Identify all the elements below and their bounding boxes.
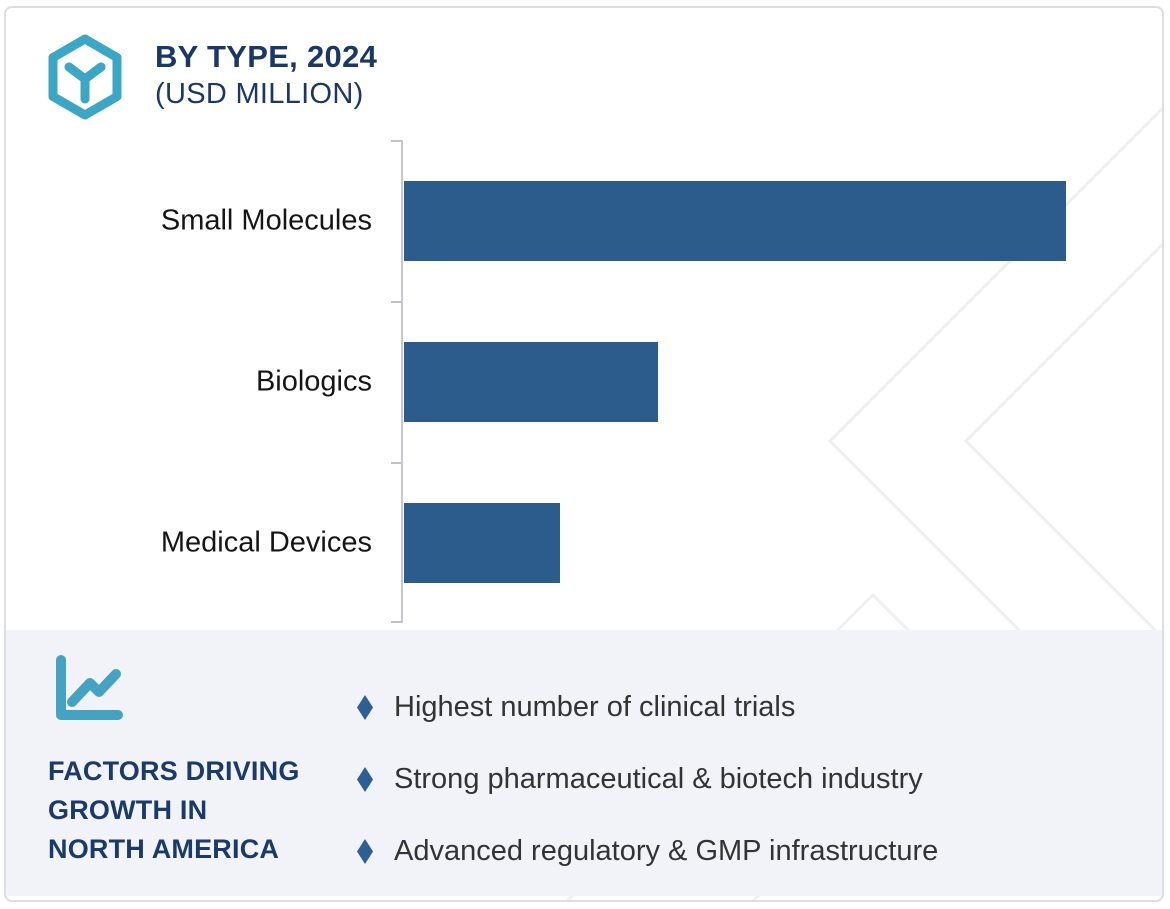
diamond-bullet-icon xyxy=(357,694,373,720)
line-chart-icon xyxy=(56,655,123,720)
axis-tick xyxy=(391,140,402,142)
factors-heading-line3: NORTH AMERICA xyxy=(48,834,280,864)
category-label: Medical Devices xyxy=(160,526,372,559)
factor-bullet-text: Advanced regulatory & GMP infrastructure xyxy=(394,834,939,867)
category-label: Small Molecules xyxy=(160,204,372,237)
bar-small-molecules xyxy=(404,181,1066,261)
diamond-bullet-icon xyxy=(357,838,373,864)
axis-tick xyxy=(391,301,402,303)
factors-heading-line1: FACTORS DRIVING xyxy=(48,756,300,786)
factor-bullet-text: Highest number of clinical trials xyxy=(394,690,796,723)
factors-panel: FACTORS DRIVING GROWTH IN NORTH AMERICA … xyxy=(6,630,1162,896)
bar-medical-devices xyxy=(404,503,560,583)
bar-biologics xyxy=(404,342,658,422)
axis-tick xyxy=(391,462,402,464)
category-label: Biologics xyxy=(255,365,372,398)
factors-heading-line2: GROWTH IN xyxy=(48,795,208,825)
chart-title-line1: BY TYPE, 2024 xyxy=(155,39,378,74)
diamond-bullet-icon xyxy=(357,766,373,792)
factors-heading: FACTORS DRIVING GROWTH IN NORTH AMERICA xyxy=(48,752,368,869)
bar-chart: Small Molecules Biologics Medical Devices xyxy=(0,140,1170,623)
chart-title: BY TYPE, 2024 (USD MILLION) xyxy=(155,38,377,113)
factor-bullet-text: Strong pharmaceutical & biotech industry xyxy=(394,762,923,795)
factor-bullet-row: Advanced regulatory & GMP infrastructure xyxy=(357,831,938,871)
value-axis-line xyxy=(401,140,403,623)
chart-title-line2: (USD MILLION) xyxy=(155,78,364,110)
hexagon-cube-logo-icon xyxy=(48,34,122,120)
axis-tick xyxy=(391,621,402,623)
factor-bullet-row: Strong pharmaceutical & biotech industry xyxy=(357,759,923,799)
factor-bullet-row: Highest number of clinical trials xyxy=(357,687,795,727)
